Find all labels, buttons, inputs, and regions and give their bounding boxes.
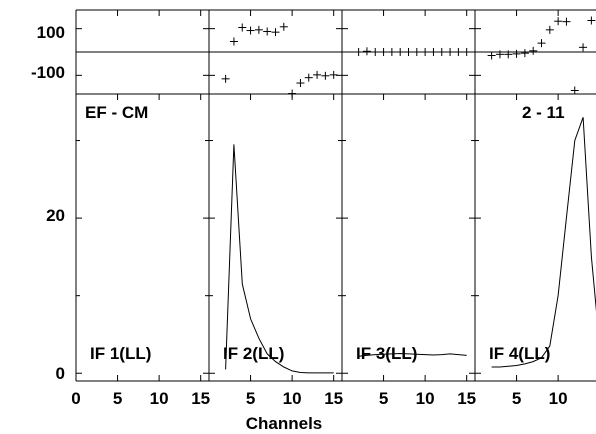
phase-marker-4-2 (504, 50, 513, 59)
phase-marker-4-11 (579, 43, 588, 52)
phase-marker-3-10 (437, 48, 446, 56)
x-tick-label-4-5: 5 (512, 389, 521, 408)
x-tick-label-2-5: 5 (246, 389, 255, 408)
phase-marker-4-5 (529, 46, 538, 55)
phase-marker-3-0 (354, 48, 363, 56)
x-tick-label-4-10: 10 (549, 389, 568, 408)
phase-marker-3-4 (387, 48, 396, 56)
source-label: EF - CM (85, 103, 148, 122)
phase-marker-2-4 (254, 25, 263, 34)
x-tick-label-2-10: 10 (283, 389, 302, 408)
phase-marker-4-1 (495, 50, 504, 59)
x-tick-label-3-10: 10 (416, 389, 435, 408)
amplitude-line-2 (225, 144, 334, 374)
phase-marker-3-5 (396, 48, 405, 56)
phase-marker-2-11 (313, 70, 322, 79)
data-series (221, 16, 596, 374)
phase-marker-2-2 (238, 23, 247, 32)
y-tick-label-phase-minus100: -100 (31, 63, 65, 82)
panel-label-1: IF 1(LL) (90, 344, 151, 363)
phase-marker-4-8 (554, 17, 563, 26)
phase-marker-3-7 (412, 48, 421, 56)
x-tick-label-3-15: 15 (457, 389, 476, 408)
phase-marker-2-8 (288, 89, 297, 98)
phase-marker-3-6 (404, 48, 413, 56)
y-tick-label-amp-0: 0 (56, 364, 65, 383)
panel-label-2: IF 2(LL) (223, 344, 284, 363)
x-tick-label-3-5: 5 (379, 389, 388, 408)
phase-marker-4-0 (487, 51, 496, 60)
phase-marker-3-2 (371, 48, 380, 56)
y-tick-label-amp-20: 20 (46, 206, 65, 225)
phase-marker-4-12 (587, 16, 596, 25)
phase-marker-3-3 (379, 48, 388, 56)
phase-marker-3-11 (446, 48, 455, 56)
phase-marker-2-13 (329, 70, 338, 79)
phase-marker-2-3 (246, 26, 255, 35)
x-tick-label-1-5: 5 (113, 389, 122, 408)
amplitude-line-4 (491, 117, 596, 368)
panel-label-4: IF 4(LL) (489, 344, 550, 363)
phase-marker-2-1 (229, 37, 238, 46)
x-tick-label-2-15: 15 (324, 389, 343, 408)
baseline-label: 2 - 11 (522, 103, 565, 122)
phase-marker-4-7 (545, 25, 554, 34)
phase-marker-2-5 (263, 27, 272, 36)
phase-marker-3-9 (429, 48, 438, 56)
amplitude-line-3 (358, 352, 467, 357)
phase-marker-3-8 (421, 48, 430, 56)
x-tick-label-1-10: 10 (150, 389, 169, 408)
phase-marker-4-4 (520, 49, 529, 58)
phase-marker-2-9 (296, 79, 305, 88)
phase-marker-3-1 (362, 47, 371, 56)
x-tick-label-1-15: 15 (191, 389, 210, 408)
phase-marker-2-12 (321, 71, 330, 80)
phase-marker-4-6 (537, 39, 546, 48)
chart-labels: 100 -100 20 0 EF - CM 2 - 11 Channels 0 5… (31, 23, 568, 433)
phase-marker-4-9 (562, 17, 571, 26)
phase-marker-2-7 (279, 22, 288, 31)
axis-ticks (75, 10, 559, 381)
phase-marker-4-10 (570, 86, 579, 95)
y-tick-label-phase-100: 100 (37, 23, 65, 42)
phase-marker-3-12 (454, 48, 463, 56)
phase-marker-4-3 (512, 49, 521, 58)
phase-marker-2-0 (221, 74, 230, 83)
phase-marker-3-13 (462, 48, 471, 56)
phase-marker-2-6 (271, 28, 280, 37)
panel-label-3: IF 3(LL) (356, 344, 417, 363)
panel-frames (75, 9, 596, 382)
x-axis-title: Channels (246, 414, 323, 433)
x-tick-label-1-0: 0 (71, 389, 80, 408)
phase-marker-2-10 (304, 73, 313, 82)
